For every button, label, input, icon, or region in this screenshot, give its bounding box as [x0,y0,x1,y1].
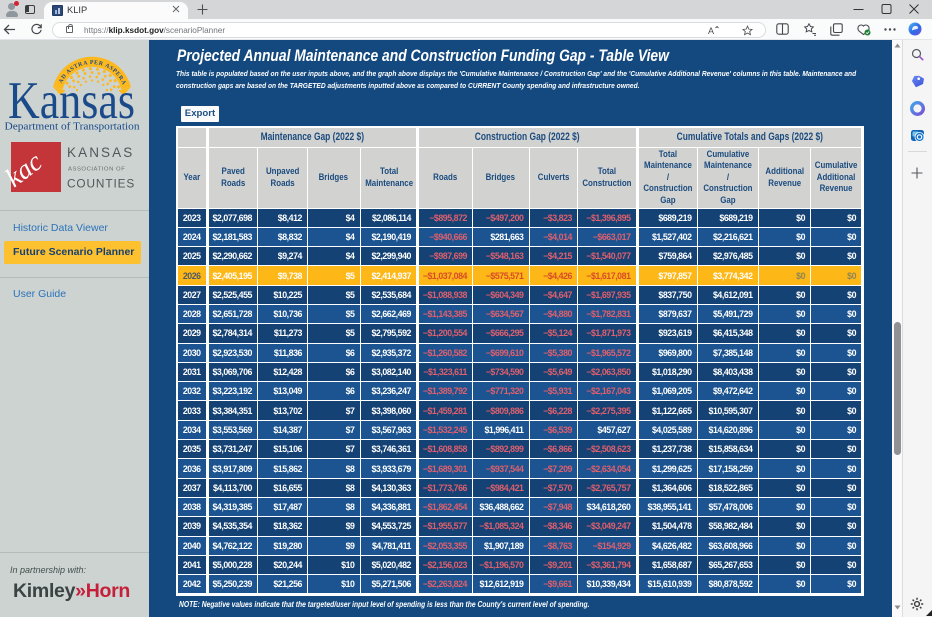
svg-text:COUNTIES: COUNTIES [67,177,135,191]
svg-text:ASSOCIATION OF: ASSOCIATION OF [68,167,125,173]
svg-text:Kansas: Kansas [8,72,135,130]
svg-text:Department of Transportation: Department of Transportation [5,122,141,133]
svg-text:A: A [708,26,714,36]
svg-text:KANSAS: KANSAS [67,145,134,160]
